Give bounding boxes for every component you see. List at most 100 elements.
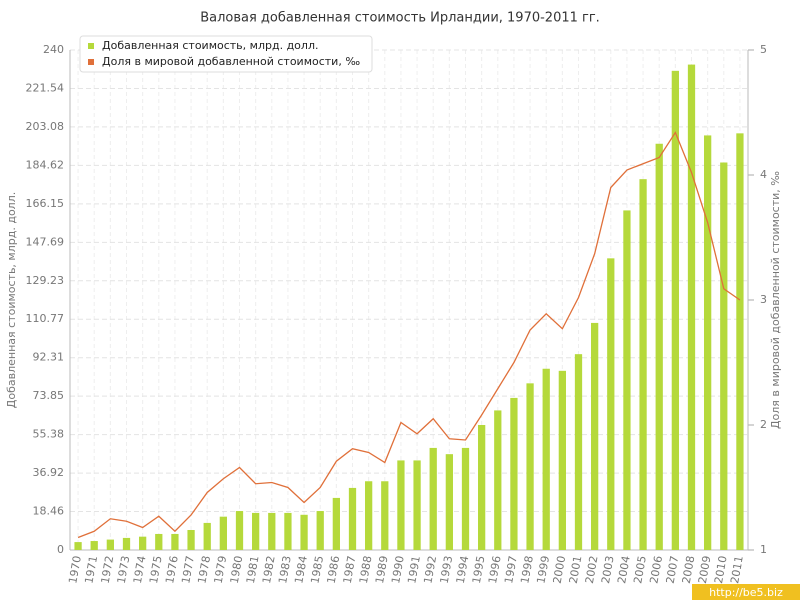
x-tick-label: 2002	[583, 555, 601, 585]
y2-tick-label: 5	[760, 43, 767, 56]
bar	[332, 497, 340, 550]
x-tick-label: 2000	[551, 555, 569, 585]
x-tick-label: 1998	[518, 555, 536, 585]
y-tick-label: 0	[57, 543, 64, 556]
x-tick-label: 2005	[631, 555, 649, 585]
bar	[381, 481, 389, 550]
x-tick-label: 2007	[664, 555, 682, 585]
bar	[187, 530, 195, 550]
bar	[655, 143, 663, 550]
x-tick-label: 1993	[438, 555, 456, 585]
chart-title: Валовая добавленная стоимость Ирландии, …	[200, 11, 600, 26]
x-tick-label: 1974	[131, 555, 149, 585]
y-axis-label: Добавленная стоимость, млрд. долл.	[5, 192, 18, 408]
y-tick-label: 221.54	[26, 81, 65, 94]
bar	[623, 210, 631, 550]
y-tick-label: 73.85	[33, 389, 65, 402]
bar	[252, 512, 260, 550]
y-tick-label: 240	[43, 43, 64, 56]
bar	[574, 354, 583, 550]
x-tick-label: 1972	[99, 555, 117, 585]
x-tick-label: 1980	[228, 555, 246, 585]
x-tick-label: 1970	[66, 555, 84, 585]
watermark: http://be5.biz	[709, 586, 783, 599]
x-tick-label: 2010	[712, 555, 730, 585]
legend-swatch	[88, 59, 94, 65]
x-tick-label: 1984	[292, 555, 310, 585]
bar	[106, 539, 114, 550]
bar	[720, 162, 728, 550]
bar	[478, 425, 486, 550]
y-tick-label: 55.38	[33, 428, 65, 441]
bar	[155, 533, 163, 550]
x-tick-label: 1991	[405, 555, 423, 585]
x-tick-label: 1988	[357, 555, 375, 585]
bar	[235, 511, 244, 550]
bar	[639, 179, 647, 550]
bar	[671, 70, 679, 550]
legend-box	[79, 35, 373, 73]
x-tick-label: 1994	[454, 555, 472, 585]
x-tick-label: 1997	[502, 555, 520, 585]
bar	[510, 397, 518, 550]
x-tick-label: 1989	[373, 555, 391, 585]
bar	[171, 533, 179, 550]
x-tick-label: 1979	[212, 555, 230, 585]
x-tick-label: 2008	[680, 555, 698, 585]
legend-label: Доля в мировой добавленной стоимости, ‰	[102, 55, 360, 68]
x-tick-label: 2003	[599, 555, 617, 585]
bar	[219, 516, 227, 550]
bar	[736, 133, 744, 551]
bar	[687, 64, 696, 550]
y-tick-label: 203.08	[26, 120, 65, 133]
y-tick-label: 184.62	[26, 158, 65, 171]
x-tick-label: 1995	[470, 555, 488, 585]
y-tick-label: 129.23	[26, 274, 65, 287]
bar	[268, 512, 276, 550]
x-tick-label: 2011	[728, 555, 746, 585]
y2-tick-label: 2	[760, 418, 767, 431]
y-tick-label: 36.92	[33, 466, 65, 479]
x-tick-label: 1992	[421, 555, 439, 585]
bar	[300, 514, 308, 550]
x-tick-label: 1987	[341, 555, 359, 585]
x-tick-label: 1975	[147, 555, 165, 585]
bar	[461, 447, 470, 550]
y2-tick-label: 4	[760, 168, 767, 181]
bar	[429, 447, 437, 550]
bar	[558, 370, 566, 550]
x-tick-label: 2009	[696, 555, 714, 585]
bar	[607, 258, 615, 550]
x-tick-label: 1985	[308, 555, 326, 585]
bar	[397, 460, 405, 550]
bar	[413, 460, 421, 550]
bar	[445, 454, 453, 550]
bar	[284, 512, 292, 550]
legend-swatch	[88, 43, 94, 49]
y-tick-label: 147.69	[26, 235, 65, 248]
x-tick-label: 1978	[195, 555, 213, 585]
x-tick-label: 1971	[82, 555, 100, 585]
bar	[122, 537, 131, 550]
bar	[90, 541, 98, 550]
y2-tick-label: 3	[760, 293, 767, 306]
bar	[74, 542, 82, 550]
x-tick-label: 2006	[647, 555, 665, 585]
x-tick-label: 1976	[163, 555, 181, 585]
y2-tick-label: 1	[760, 543, 767, 556]
y-tick-label: 18.46	[33, 505, 65, 518]
x-tick-label: 1973	[115, 555, 133, 585]
x-tick-label: 1983	[276, 555, 294, 585]
bar	[139, 536, 147, 550]
legend: Добавленная стоимость, млрд. долл. Доля в…	[79, 35, 373, 73]
bar	[316, 511, 324, 550]
bar	[591, 322, 599, 550]
x-tick-label: 1986	[325, 555, 343, 585]
y2-axis-label: Доля в мировой добавленной стоимости, ‰	[769, 171, 782, 429]
watermark-bg	[692, 584, 800, 600]
bar	[526, 383, 534, 550]
x-tick-label: 1977	[179, 555, 197, 585]
y-tick-label: 166.15	[26, 197, 65, 210]
bar	[704, 135, 712, 550]
